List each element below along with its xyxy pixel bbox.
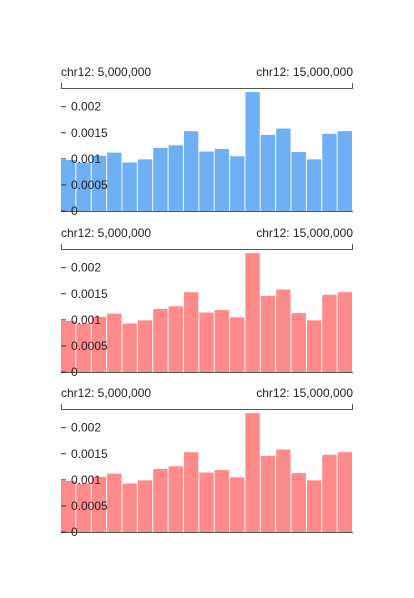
- bar: [260, 134, 276, 211]
- bar: [306, 480, 322, 532]
- bar: [107, 473, 122, 532]
- bar: [137, 320, 153, 372]
- bar: [61, 159, 76, 211]
- bar: [153, 468, 168, 532]
- bar: [183, 292, 199, 372]
- bar: [214, 309, 230, 372]
- bar: [91, 155, 107, 211]
- bar: [322, 133, 337, 211]
- bar: [276, 128, 291, 211]
- bar: [214, 148, 230, 211]
- y-tick-label: 0.0005: [71, 339, 108, 353]
- region-label-start: chr12: 5,000,000: [61, 386, 151, 400]
- bar: [122, 483, 137, 532]
- bar: [245, 413, 260, 532]
- track-panel-3: chr12: 5,000,000 chr12: 15,000,000 0 0.0005…: [61, 386, 353, 539]
- y-tick-label: 0.0015: [71, 287, 108, 301]
- y-tick-label: 0: [71, 365, 78, 379]
- y-tick-label: 0: [71, 525, 78, 539]
- bar: [183, 131, 199, 211]
- bar: [153, 147, 168, 211]
- region-label-start: chr12: 5,000,000: [61, 226, 151, 240]
- bar: [214, 469, 230, 532]
- bar: [245, 92, 260, 211]
- bar: [260, 295, 276, 372]
- bar: [260, 455, 276, 532]
- bar: [91, 476, 107, 532]
- bar: [168, 145, 183, 211]
- bar: [183, 452, 199, 532]
- y-tick-label: 0.002: [71, 100, 101, 114]
- bar: [122, 323, 137, 372]
- y-tick-label: 0.001: [71, 473, 101, 487]
- bar: [107, 152, 122, 211]
- bar: [230, 317, 245, 372]
- y-tick-label: 0.002: [71, 421, 101, 435]
- y-tick-label: 0.002: [71, 261, 101, 275]
- y-tick-label: 0.001: [71, 313, 101, 327]
- bar: [337, 292, 352, 372]
- y-tick-label: 0.0005: [71, 499, 108, 513]
- bar: [322, 294, 337, 372]
- y-tick-label: 0.0015: [71, 126, 108, 140]
- bar: [168, 306, 183, 372]
- bar: [137, 159, 153, 211]
- bar: [107, 313, 122, 372]
- bar: [61, 480, 76, 532]
- bar: [91, 316, 107, 372]
- bar: [122, 162, 137, 211]
- bar: [230, 477, 245, 532]
- bar: [291, 473, 306, 532]
- bar: [199, 472, 214, 532]
- bar: [76, 323, 91, 372]
- bar: [306, 320, 322, 372]
- y-tick-label: 0: [71, 204, 78, 218]
- bar: [337, 452, 352, 532]
- bar: [322, 454, 337, 532]
- bar: [153, 308, 168, 372]
- y-tick-label: 0.001: [71, 152, 101, 166]
- bar: [276, 449, 291, 532]
- region-label-end: chr12: 15,000,000: [256, 65, 353, 79]
- region-label-end: chr12: 15,000,000: [256, 386, 353, 400]
- bar: [76, 483, 91, 532]
- bar: [61, 320, 76, 372]
- y-tick-label: 0.0015: [71, 447, 108, 461]
- track-panel-1: chr12: 5,000,000 chr12: 15,000,000 0 0.0005…: [61, 65, 353, 218]
- bar: [291, 313, 306, 372]
- bar: [245, 253, 260, 372]
- bar: [168, 466, 183, 532]
- bar: [199, 312, 214, 372]
- track-panel-2: chr12: 5,000,000 chr12: 15,000,000 0 0.0005…: [61, 226, 353, 379]
- bar: [137, 480, 153, 532]
- bar: [276, 289, 291, 372]
- bar: [76, 162, 91, 211]
- bar: [306, 159, 322, 211]
- y-tick-label: 0.0005: [71, 178, 108, 192]
- bar: [337, 131, 352, 211]
- bar: [230, 156, 245, 211]
- bar: [291, 152, 306, 211]
- region-label-start: chr12: 5,000,000: [61, 65, 151, 79]
- bar: [199, 151, 214, 211]
- region-label-end: chr12: 15,000,000: [256, 226, 353, 240]
